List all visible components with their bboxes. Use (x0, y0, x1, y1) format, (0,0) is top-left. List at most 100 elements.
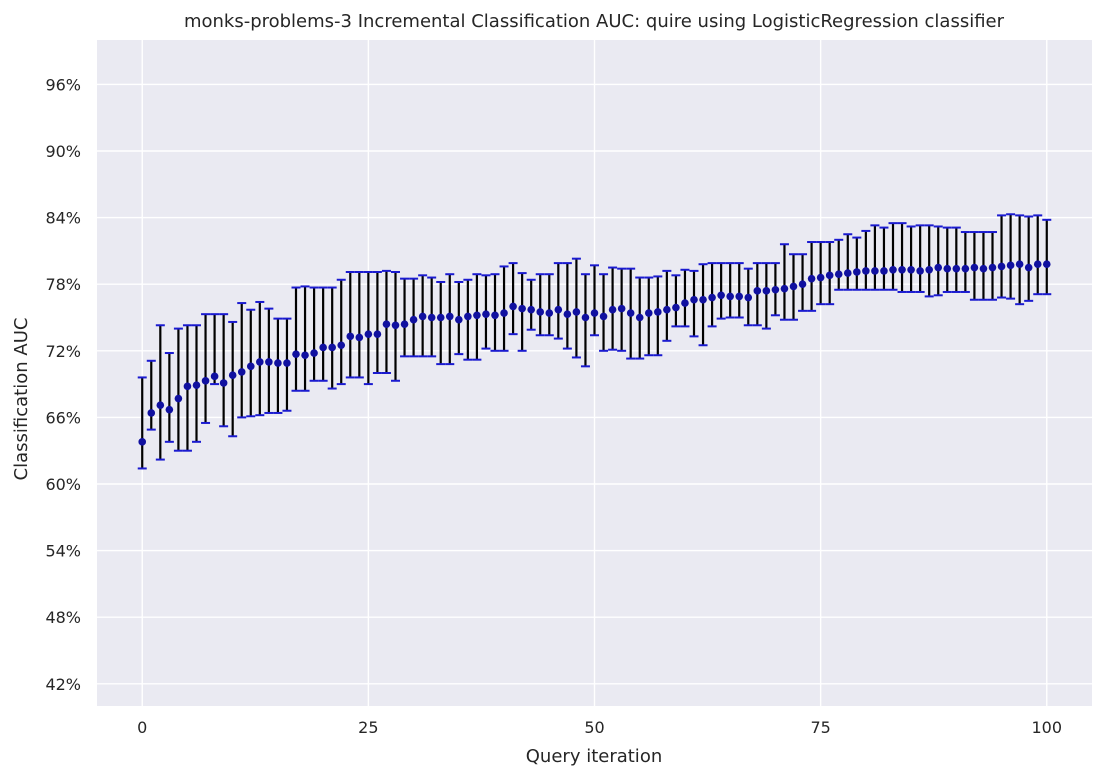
data-point (997, 262, 1006, 271)
error-bar (662, 269, 672, 342)
error-bar (363, 270, 373, 386)
data-point (853, 268, 861, 276)
data-point (672, 303, 680, 312)
error-bar (933, 225, 943, 297)
error-bar (336, 278, 346, 386)
error-bar (680, 268, 690, 328)
data-point (165, 405, 174, 414)
data-point (328, 343, 336, 352)
data-point (789, 282, 798, 291)
error-bar (508, 262, 518, 336)
data-point (283, 359, 291, 367)
error-bar (1042, 218, 1052, 296)
data-point (843, 269, 852, 277)
y-tick-label: 96% (45, 75, 81, 94)
error-bar (852, 236, 862, 291)
data-point (807, 274, 816, 283)
data-point (382, 320, 391, 328)
y-tick-label: 66% (45, 408, 81, 427)
data-point (418, 312, 427, 321)
data-point (907, 265, 915, 274)
error-bar (210, 313, 220, 386)
data-point (319, 343, 327, 352)
error-bar (960, 231, 970, 293)
y-tick-label: 90% (45, 142, 81, 161)
error-bar (1024, 215, 1034, 302)
error-bar (137, 376, 147, 470)
error-bar (698, 263, 708, 347)
error-bar (779, 243, 789, 321)
data-point (834, 270, 843, 279)
data-point (1015, 260, 1024, 269)
y-tick-label: 42% (45, 675, 81, 694)
data-point (780, 284, 789, 293)
data-point (246, 362, 255, 371)
data-point (464, 312, 472, 321)
data-point (690, 295, 698, 304)
data-point (373, 330, 382, 338)
data-point (952, 264, 961, 273)
error-bar (590, 264, 599, 337)
error-bar (870, 224, 880, 291)
error-bar (291, 286, 301, 392)
data-point (337, 341, 346, 350)
data-point (409, 315, 418, 324)
error-bar (354, 270, 364, 379)
data-point (798, 280, 807, 289)
data-point (427, 313, 436, 322)
data-point (970, 263, 979, 272)
data-point (310, 349, 318, 357)
data-point (925, 265, 933, 274)
error-bar (318, 286, 328, 382)
data-point (183, 382, 192, 391)
data-point (301, 351, 309, 360)
data-point (292, 350, 300, 358)
data-point (147, 409, 156, 417)
y-tick-label: 78% (45, 275, 81, 294)
data-point (617, 304, 626, 313)
error-bar (1006, 213, 1016, 300)
error-bar (725, 262, 735, 319)
data-point (491, 311, 499, 320)
data-point (473, 311, 481, 320)
data-point (400, 320, 409, 328)
y-tick-label: 60% (45, 475, 81, 494)
error-bar (327, 286, 337, 390)
error-bar (906, 225, 916, 293)
error-bar (997, 214, 1007, 299)
data-point (961, 264, 970, 273)
data-point (174, 394, 183, 403)
data-point (527, 305, 535, 314)
data-point (590, 309, 599, 317)
error-bar (436, 280, 446, 366)
data-point (699, 295, 707, 304)
data-point (979, 264, 988, 273)
error-bar (861, 229, 871, 291)
chart-title: monks-problems-3 Incremental Classificat… (184, 11, 1005, 32)
error-bar (499, 265, 509, 352)
error-bar (146, 359, 156, 431)
data-point (500, 309, 508, 317)
data-point (554, 305, 563, 314)
data-point (744, 293, 753, 302)
error-bar (1015, 214, 1025, 306)
x-tick-label: 50 (584, 718, 604, 737)
data-point (681, 299, 689, 307)
data-point (445, 312, 454, 321)
data-point (192, 381, 201, 390)
data-point (825, 271, 834, 280)
error-bar (834, 238, 844, 291)
error-bar (219, 313, 229, 428)
data-point (228, 371, 237, 380)
data-point (654, 308, 662, 316)
data-point (572, 308, 581, 316)
data-point (635, 313, 644, 322)
error-bar (888, 222, 898, 291)
data-point (663, 305, 671, 314)
error-bar (173, 327, 183, 452)
error-bar (553, 262, 563, 340)
error-bar (201, 313, 211, 424)
data-point (156, 401, 165, 409)
data-point (210, 372, 219, 381)
